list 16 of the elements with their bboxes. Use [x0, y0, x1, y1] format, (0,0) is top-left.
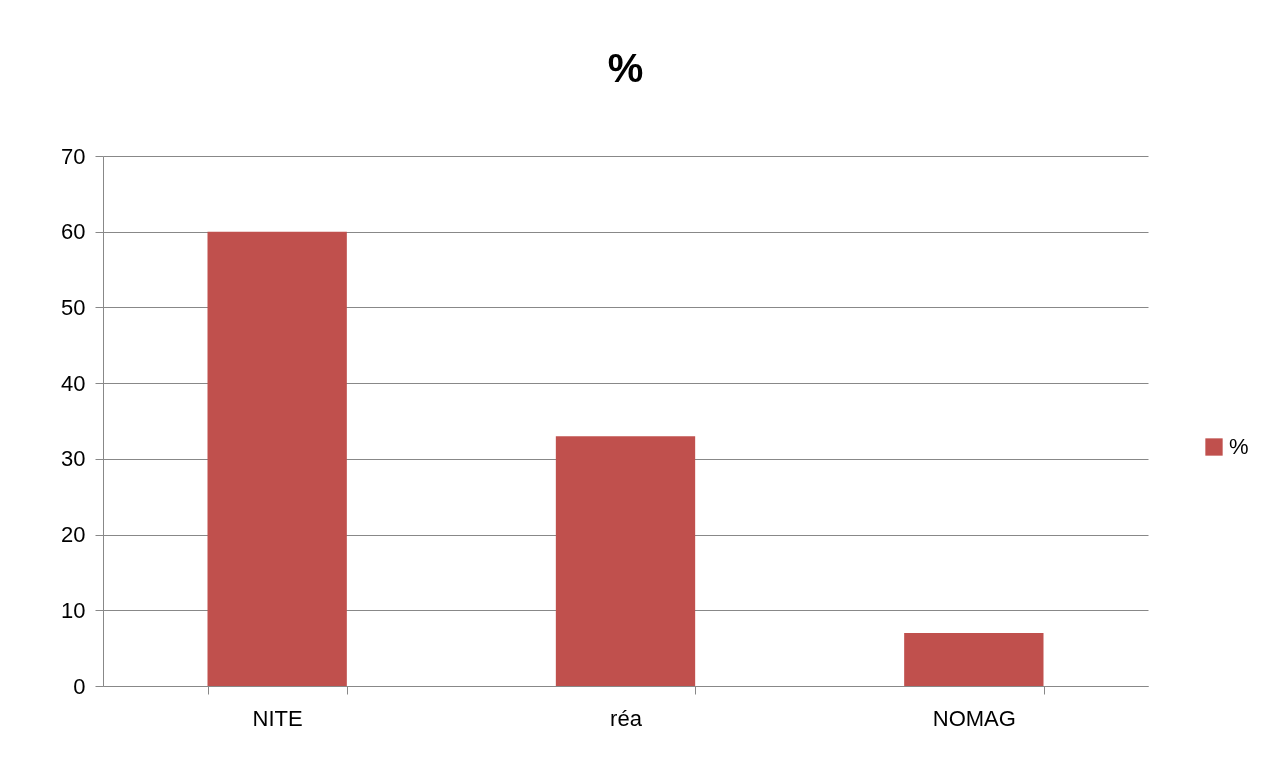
chart-title: %: [607, 46, 644, 90]
x-tick-label: réa: [610, 705, 643, 731]
bar: [904, 633, 1044, 686]
bar: [207, 231, 347, 686]
y-tick-label: 50: [61, 294, 86, 320]
y-tick-label: 60: [61, 219, 86, 245]
y-tick-label: 40: [61, 370, 86, 396]
legend-label: %: [1229, 434, 1249, 459]
y-tick-label: 70: [61, 143, 86, 169]
y-tick-label: 30: [61, 446, 86, 472]
x-tick-label: NOMAG: [932, 705, 1016, 731]
y-tick-label: 10: [61, 597, 86, 623]
x-tick-label: NITE: [252, 705, 303, 731]
bar: [555, 436, 696, 686]
y-tick-label: 0: [73, 673, 86, 699]
y-tick-label: 20: [61, 522, 86, 548]
